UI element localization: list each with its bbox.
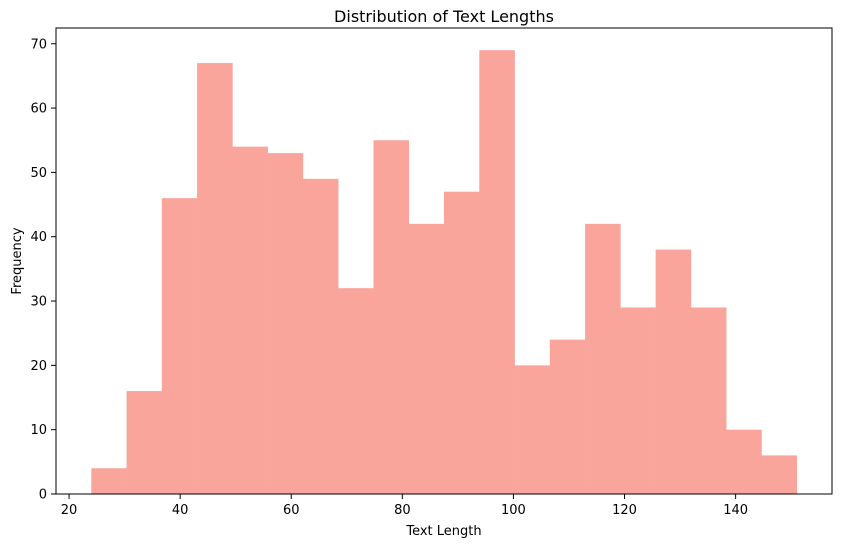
- x-tick-label: 60: [283, 503, 300, 518]
- histogram-bar: [444, 191, 480, 495]
- histogram-bar: [232, 146, 268, 494]
- y-tick-label: 40: [30, 230, 47, 245]
- histogram-bar: [302, 178, 339, 494]
- y-tick-label: 20: [30, 359, 47, 374]
- x-axis-label: Text Length: [405, 524, 481, 539]
- y-tick-label: 10: [30, 423, 47, 438]
- histogram-bar: [549, 339, 586, 494]
- histogram-bar: [620, 307, 656, 494]
- histogram-bar: [126, 391, 163, 494]
- bars-group: [91, 50, 798, 495]
- histogram-bar: [267, 153, 304, 494]
- histogram-bar: [197, 63, 233, 495]
- y-tick-label: 30: [30, 295, 47, 310]
- histogram-bar: [690, 307, 727, 494]
- histogram-bar: [761, 455, 798, 494]
- y-tick-label: 0: [39, 488, 47, 503]
- histogram-bar: [161, 198, 198, 494]
- x-tick-label: 80: [394, 503, 411, 518]
- x-axis-ticks: 20 40 60 80 100 120 140: [61, 494, 748, 518]
- histogram-bar: [726, 429, 762, 494]
- histogram-bar: [373, 140, 410, 495]
- x-tick-label: 140: [723, 503, 748, 518]
- histogram-bar: [585, 223, 621, 494]
- plot-frame: [55, 27, 833, 495]
- x-tick-label: 40: [172, 503, 189, 518]
- y-tick-label: 50: [30, 166, 47, 181]
- x-tick-label: 100: [501, 503, 526, 518]
- histogram-bar: [91, 468, 127, 494]
- histogram-bar: [479, 50, 515, 494]
- histogram-bar: [338, 288, 374, 494]
- histogram-bar: [408, 223, 445, 494]
- y-axis-label: Frequency: [10, 227, 25, 294]
- histogram-bar: [655, 249, 692, 494]
- x-tick-label: 20: [61, 503, 78, 518]
- y-tick-label: 60: [30, 102, 47, 117]
- x-tick-label: 120: [612, 503, 637, 518]
- y-axis-ticks: 0 10 20 30 40 50 60 70: [30, 37, 56, 503]
- histogram-bar: [514, 365, 551, 494]
- chart-title: Distribution of Text Lengths: [334, 7, 554, 26]
- y-tick-label: 70: [30, 37, 47, 52]
